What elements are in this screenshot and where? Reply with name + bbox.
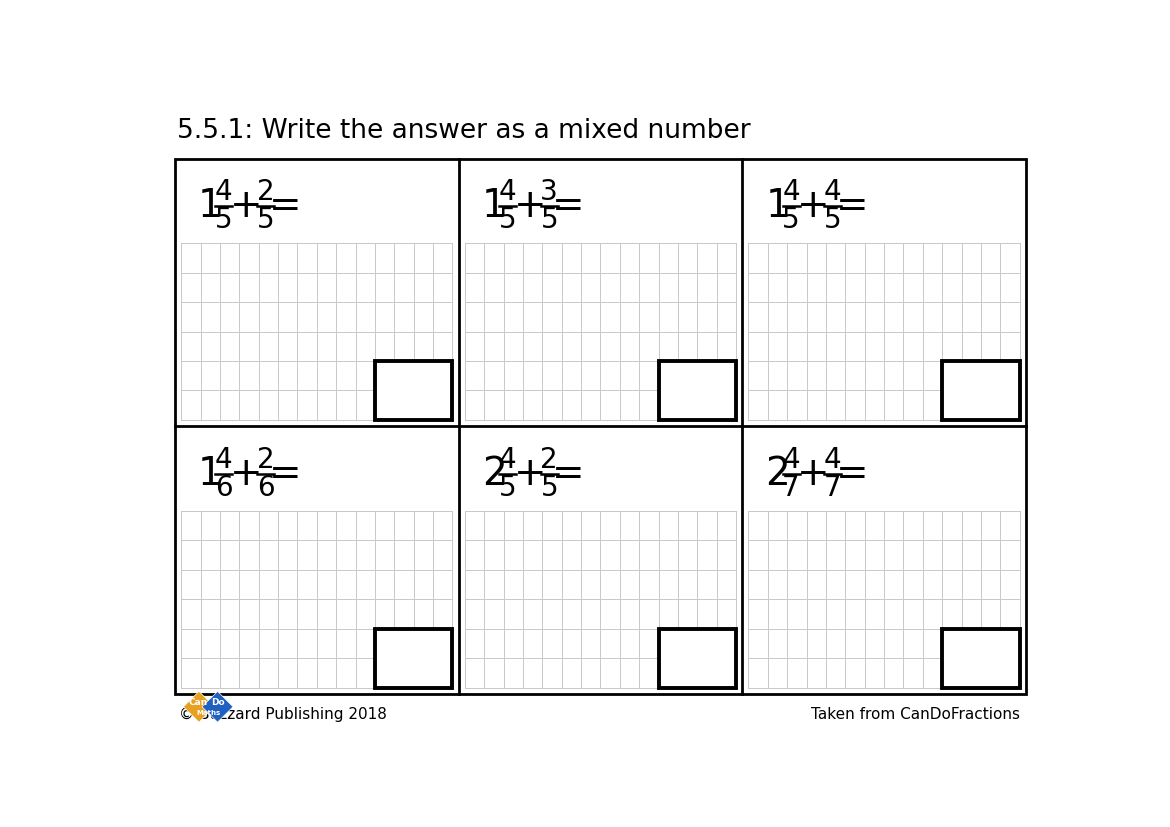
Text: +: + [514, 187, 546, 225]
Text: 4: 4 [498, 179, 516, 207]
Text: +: + [797, 455, 830, 493]
Bar [374, 361, 453, 420]
Text: Maths: Maths [197, 710, 220, 716]
Bar [659, 361, 736, 420]
Text: 4: 4 [824, 179, 841, 207]
Bar [659, 629, 736, 687]
Text: Can: Can [188, 699, 208, 707]
Text: +: + [797, 187, 830, 225]
Text: 5.5.1: Write the answer as a mixed number: 5.5.1: Write the answer as a mixed numbe… [177, 117, 751, 144]
Text: +: + [230, 187, 262, 225]
Text: 3: 3 [541, 179, 558, 207]
Text: 2: 2 [541, 446, 558, 474]
Text: 5: 5 [215, 206, 233, 234]
Polygon shape [184, 691, 214, 722]
Bar [176, 159, 1026, 694]
Text: 5: 5 [498, 474, 516, 502]
Text: Do: Do [212, 699, 225, 707]
Text: 5: 5 [541, 206, 558, 234]
Text: =: = [269, 187, 302, 225]
Text: © Buzzard Publishing 2018: © Buzzard Publishing 2018 [179, 707, 386, 722]
Text: 4: 4 [824, 446, 841, 474]
Text: 2: 2 [765, 455, 790, 493]
Text: 7: 7 [824, 474, 841, 502]
Text: 5: 5 [783, 206, 800, 234]
Text: 4: 4 [783, 446, 800, 474]
Text: 2: 2 [482, 455, 507, 493]
Text: 4: 4 [498, 446, 516, 474]
Bar [942, 629, 1020, 687]
Text: +: + [230, 455, 262, 493]
Text: 7: 7 [783, 474, 800, 502]
Text: 5: 5 [256, 206, 275, 234]
Text: 5: 5 [824, 206, 841, 234]
Text: =: = [552, 455, 585, 493]
Text: =: = [835, 187, 868, 225]
Bar [942, 361, 1020, 420]
Text: =: = [835, 455, 868, 493]
Text: 1: 1 [482, 187, 507, 225]
Bar [374, 629, 453, 687]
Text: 1: 1 [198, 187, 223, 225]
Text: 4: 4 [215, 446, 233, 474]
Text: 6: 6 [256, 474, 275, 502]
Text: 4: 4 [215, 179, 233, 207]
Text: 5: 5 [498, 206, 516, 234]
Text: +: + [514, 455, 546, 493]
Text: 2: 2 [256, 446, 275, 474]
Text: =: = [552, 187, 585, 225]
Text: 1: 1 [198, 455, 223, 493]
Text: Taken from CanDoFractions: Taken from CanDoFractions [812, 707, 1020, 722]
Text: 1: 1 [765, 187, 791, 225]
Text: 6: 6 [215, 474, 233, 502]
Text: 2: 2 [256, 179, 275, 207]
Text: 5: 5 [541, 474, 558, 502]
Polygon shape [202, 691, 233, 722]
Text: 4: 4 [783, 179, 800, 207]
Text: =: = [269, 455, 302, 493]
